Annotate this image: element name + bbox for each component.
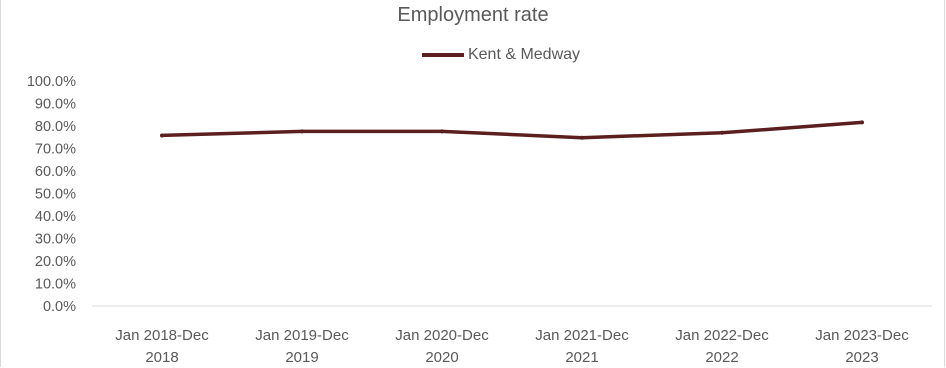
y-tick-label: 90.0% <box>35 97 76 113</box>
legend: Kent & Medway <box>0 46 946 64</box>
x-tick-label: Jan 2018-Dec 2018 <box>115 327 209 366</box>
data-point <box>720 130 724 135</box>
y-tick-label: 80.0% <box>35 119 76 135</box>
data-point <box>580 135 584 140</box>
y-tick-label: 50.0% <box>35 187 76 203</box>
chart-title: Employment rate <box>397 4 549 26</box>
x-tick-label: Jan 2020-Dec 2020 <box>395 327 489 366</box>
data-point <box>160 133 164 138</box>
x-tick-label: Jan 2023-Dec 2023 <box>815 327 909 366</box>
data-point <box>300 129 304 134</box>
y-tick-label: 0.0% <box>43 299 76 315</box>
x-tick-label: Jan 2021-Dec 2021 <box>535 327 629 366</box>
y-tick-label: 20.0% <box>35 254 76 270</box>
x-tick-label: Jan 2019-Dec 2019 <box>255 327 349 366</box>
series-line-kent-medway <box>160 120 864 140</box>
y-tick-label: 10.0% <box>35 277 76 293</box>
y-tick-label: 100.0% <box>27 74 76 90</box>
y-tick-label: 60.0% <box>35 164 76 180</box>
x-tick-label: Jan 2022-Dec 2022 <box>675 327 769 366</box>
y-tick-label: 40.0% <box>35 209 76 225</box>
y-tick-label: 70.0% <box>35 142 76 158</box>
y-tick-label: 30.0% <box>35 232 76 248</box>
data-point <box>440 129 444 134</box>
legend-label-kent-medway: Kent & Medway <box>467 46 581 63</box>
legend-swatch-kent-medway <box>421 53 464 57</box>
data-point <box>860 120 864 125</box>
